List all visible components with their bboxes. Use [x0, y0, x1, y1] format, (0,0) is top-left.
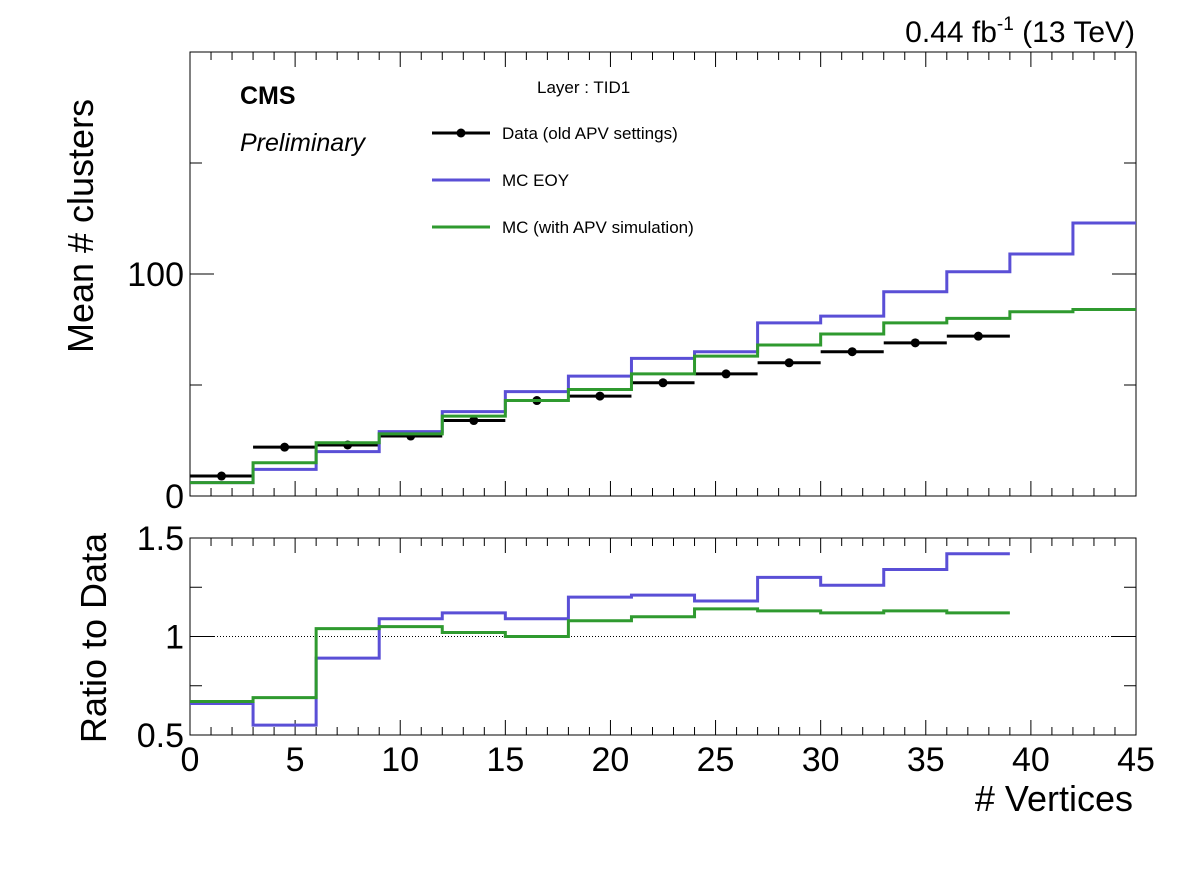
x-axis-title: # Vertices: [975, 778, 1133, 819]
x-tick-label: 35: [907, 741, 945, 779]
x-tick-label: 15: [486, 741, 524, 779]
x-tick-label: 5: [286, 741, 305, 779]
lumi-label: 0.44 fb-1 (13 TeV): [905, 14, 1135, 49]
cms-label: CMS: [240, 82, 296, 110]
y-axis-title-top: Mean # clusters: [60, 99, 101, 353]
legend: Data (old APV settings) MC EOY MC (with …: [432, 124, 694, 237]
x-tick-label: 45: [1117, 741, 1155, 779]
ratio-y-tick-label: 1.5: [137, 520, 184, 558]
data-point: [721, 369, 731, 379]
top-y-tick-label: 0: [165, 478, 184, 516]
legend-label-mc-apv: MC (with APV simulation): [502, 218, 694, 237]
data-point: [784, 358, 794, 368]
top-frame: [189, 51, 1137, 497]
data-point: [973, 331, 983, 341]
data-point: [595, 391, 605, 401]
data-point: [280, 442, 290, 452]
legend-marker-data: [456, 128, 466, 138]
legend-label-data: Data (old APV settings): [502, 124, 678, 143]
ratio-series-0: [190, 552, 1010, 727]
ratio-y-tick-label: 1: [165, 619, 184, 657]
lumi-value: 0.44 fb: [905, 16, 997, 49]
layer-label: Layer : TID1: [537, 78, 630, 97]
x-tick-label: 10: [381, 741, 419, 779]
y-axis-title-ratio: Ratio to Data: [73, 532, 114, 743]
x-tick-label: 25: [697, 741, 735, 779]
x-tick-label: 20: [592, 741, 630, 779]
data-point: [847, 347, 857, 357]
top-series-1: [190, 221, 1136, 485]
top-panel: 0 100: [127, 51, 1137, 516]
lumi-energy: (13 TeV): [1014, 16, 1135, 49]
x-tick-label: 0: [181, 741, 200, 779]
legend-label-mc-eoy: MC EOY: [502, 171, 569, 190]
ratio-series-1: [190, 607, 1010, 704]
data-point: [910, 338, 920, 348]
preliminary-label: Preliminary: [240, 129, 367, 157]
data-point: [658, 378, 668, 388]
data-point: [469, 416, 479, 426]
top-series-2: [190, 308, 1136, 485]
ratio-panel: 0.5 1 1.5 0 5 10 15 20 25 30 35 40 45: [137, 520, 1155, 779]
x-tick-label: 30: [802, 741, 840, 779]
data-point: [217, 471, 227, 481]
ratio-y-tick-label: 0.5: [137, 717, 184, 755]
x-tick-label: 40: [1012, 741, 1050, 779]
lumi-exponent: -1: [997, 14, 1014, 35]
top-y-tick-label: 100: [127, 256, 184, 294]
